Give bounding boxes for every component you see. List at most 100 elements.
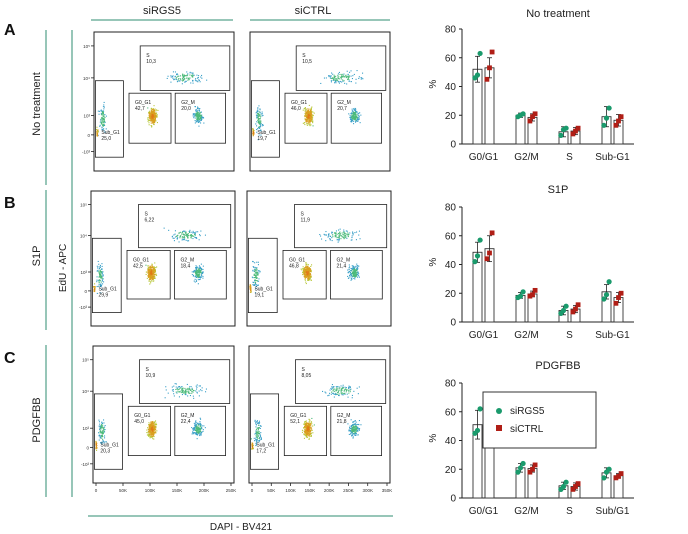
flow-y-tick-label: -10³: [81, 462, 90, 467]
flow-plot-frame: [249, 31, 391, 172]
data-point-sirgs5: [517, 465, 524, 471]
y-tick-label: 80: [445, 25, 457, 36]
flow-x-tick-label: 250K: [343, 488, 354, 493]
data-point-sictrl: [487, 250, 492, 256]
flow-y-tick-label: 10³: [80, 270, 87, 275]
panel-letter-a: A: [4, 22, 16, 39]
gate-s-name: S: [145, 212, 149, 218]
x-tick-label: G0/G1: [469, 330, 499, 341]
data-point-sictrl: [613, 122, 619, 128]
legend-marker-sictrl: [496, 425, 502, 431]
x-tick-label: G0/G1: [469, 506, 499, 517]
gate-g2-m-name: G2_M: [181, 413, 195, 419]
x-tick-label: G2/M: [514, 506, 538, 517]
data-point-sirgs5: [520, 289, 526, 295]
gate-sub-g1-name: Sub_G1: [101, 130, 120, 136]
data-point-sictrl: [527, 469, 533, 475]
legend-label-sirgs5: siRGS5: [510, 406, 545, 417]
row-label-pdgfbb: PDGFBB: [31, 397, 43, 442]
x-tick-label: G0/G1: [469, 152, 499, 163]
gate-g0-g1-name: G0_G1: [291, 100, 307, 106]
bar-chart: S1P 0 20 40 60 80% G0/G1 G2/M S Sub-G1: [428, 184, 634, 341]
data-point-sirgs5: [474, 72, 481, 78]
data-point-sirgs5: [560, 307, 567, 314]
x-tick-label: Sub-G1: [595, 152, 630, 163]
bar-chart: No treatment 0 20 40 60 80% G0/G1 G2/M S Sub-G1: [428, 8, 634, 163]
flow-y-tick-label: -10³: [79, 305, 88, 310]
flow-plot-frame: [246, 190, 392, 327]
gate-g0-g1-value: 52,1: [290, 419, 300, 425]
data-point-sictrl: [613, 475, 619, 481]
gate-sub-g1-name: Sub_G1: [254, 286, 273, 292]
y-tick-label: 80: [445, 203, 457, 214]
gate-g0-g1-name: G0_G1: [134, 413, 150, 419]
data-point-sictrl: [527, 293, 533, 299]
gate-sub-g1-value: 29,9: [98, 292, 108, 298]
data-point-sirgs5: [601, 296, 607, 302]
gate-s: [138, 204, 232, 249]
data-point-sictrl: [616, 295, 621, 300]
gate-s-name: S: [146, 367, 150, 373]
gate-s-value: 10,9: [146, 373, 156, 379]
x-tick-label: S: [566, 330, 573, 341]
flow-plot-frame: [93, 31, 235, 172]
data-point-sictrl: [532, 462, 538, 468]
data-point-sictrl: [527, 118, 533, 124]
y-tick-label: 0: [450, 494, 456, 505]
data-point-sictrl: [570, 486, 576, 492]
flow-y-tick-label: 0: [86, 445, 89, 450]
flow-events: [252, 70, 364, 141]
data-point-sictrl: [532, 111, 538, 117]
data-point-sirgs5: [517, 293, 524, 299]
x-tick-label: S: [566, 152, 573, 163]
flow-plot: 0 50K 100K 150K 200K 250K 300K 350K S8,05 G0_G152…: [248, 345, 392, 493]
data-point-sirgs5: [477, 50, 483, 57]
data-point-sirgs5: [601, 475, 607, 481]
flow-plot-frame: [90, 190, 236, 327]
data-point-sirgs5: [601, 122, 607, 128]
y-tick-label: 40: [445, 260, 457, 271]
flow-x-tick-label: 50K: [267, 488, 275, 493]
gate-g2-m-value: 21,8: [337, 419, 347, 425]
flow-x-tick-label: 50K: [119, 488, 127, 493]
x-tick-label: Sub-G1: [595, 330, 630, 341]
gate-g0-g1: [128, 92, 172, 144]
data-point-sirgs5: [515, 469, 521, 475]
flow-events: [249, 228, 361, 294]
bar-chart: PDGFBB 0 20 40 60 80% G0/G1 G2/M S Sub/G1: [428, 360, 634, 517]
gate-g0-g1-name: G0_G1: [135, 100, 151, 106]
flow-events: [92, 227, 206, 294]
gate-g2-m-value: 18,4: [181, 263, 191, 269]
row-label-s1p: S1P: [31, 246, 43, 267]
gate-g0-g1-value: 46,0: [291, 106, 301, 112]
gate-g0-g1-name: G0_G1: [289, 257, 305, 263]
gate-s-name: S: [302, 367, 306, 373]
gate-s-value: 11,9: [301, 218, 311, 224]
gate-sub-g1-value: 17,2: [256, 449, 266, 455]
gate-g2-m-name: G2_M: [337, 257, 351, 263]
data-point-sictrl: [532, 287, 538, 293]
y-tick-label: 60: [445, 231, 457, 242]
gate-s-name: S: [146, 53, 150, 59]
legend-box: [482, 391, 597, 449]
data-point-sictrl: [618, 114, 624, 120]
gate-g0-g1-value: 45,0: [134, 419, 144, 425]
flow-x-axis-label: DAPI - BV421: [210, 522, 273, 533]
data-point-sirgs5: [563, 479, 569, 485]
y-axis-label: %: [428, 80, 439, 89]
y-tick-label: 80: [445, 379, 457, 390]
flow-y-tick-label: 10⁴: [83, 76, 90, 81]
y-axis-label: %: [428, 434, 439, 443]
gate-sub-g1-value: 19,1: [254, 292, 264, 298]
x-tick-label: G2/M: [514, 152, 538, 163]
flow-x-tick-label: 200K: [324, 488, 335, 493]
data-point-sirgs5: [477, 237, 483, 243]
gate-sub-g1-name: Sub_G1: [257, 130, 276, 136]
gate-sub-g1: [249, 393, 279, 470]
data-point-sictrl: [618, 471, 624, 476]
data-point-sictrl: [573, 128, 578, 134]
data-point-sictrl: [573, 484, 578, 489]
